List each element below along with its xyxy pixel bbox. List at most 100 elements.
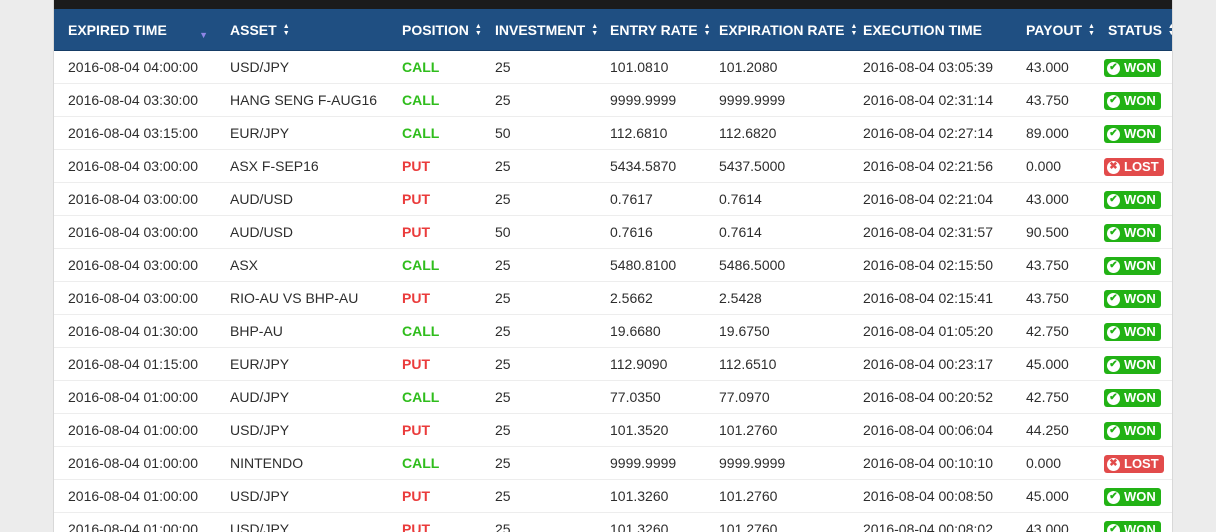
- execution-time-cell: 2016-08-04 02:31:14: [849, 83, 1012, 117]
- status-cell: ✔ WON: [1094, 83, 1172, 117]
- position-cell: PUT: [388, 479, 481, 513]
- column-header-expiration-rate[interactable]: EXPIRATION RATE ▲ ▼: [705, 9, 857, 51]
- table-row[interactable]: 2016-08-04 01:00:00 AUD/JPY CALL 25 77.0350 7…: [54, 380, 1172, 414]
- table-row[interactable]: 2016-08-04 01:00:00 USD/JPY PUT 25 101.3520 1…: [54, 413, 1172, 447]
- column-header-label: EXECUTION TIME: [863, 21, 983, 38]
- column-header-label: INVESTMENT: [495, 21, 586, 38]
- position-label: CALL: [402, 455, 440, 471]
- status-cell: ✔ WON: [1094, 182, 1172, 216]
- execution-time-cell: 2016-08-04 00:08:50: [849, 479, 1012, 513]
- sort-arrows-icon[interactable]: ▲▼: [850, 22, 858, 37]
- investment-cell: 25: [481, 314, 596, 348]
- position-label: CALL: [402, 59, 440, 75]
- expired-time-cell: 2016-08-04 03:00:00: [54, 149, 216, 183]
- execution-time-cell: 2016-08-04 00:10:10: [849, 446, 1012, 480]
- table-row[interactable]: 2016-08-04 01:00:00 NINTENDO CALL 25 9999.99…: [54, 446, 1172, 480]
- column-header-investment[interactable]: INVESTMENT ▲ ▼: [481, 9, 599, 51]
- status-label: WON: [1124, 357, 1156, 372]
- sort-desc-icon[interactable]: ▼: [199, 29, 208, 40]
- entry-rate-cell: 112.9090: [596, 347, 705, 381]
- expired-time-cell: 2016-08-04 01:00:00: [54, 380, 216, 414]
- entry-rate-cell: 101.0810: [596, 50, 705, 84]
- table-header-row: EXPIRED TIME ▼ ASSET ▲ ▼ POSITION ▲ ▼ INVESTMENT…: [54, 9, 1172, 51]
- position-cell: CALL: [388, 380, 481, 414]
- sort-arrows-icon[interactable]: ▲▼: [703, 22, 711, 37]
- investment-cell: 25: [481, 50, 596, 84]
- payout-cell: 43.000: [1012, 512, 1094, 532]
- position-cell: PUT: [388, 215, 481, 249]
- asset-cell: USD/JPY: [216, 413, 388, 447]
- payout-cell: 43.750: [1012, 248, 1094, 282]
- status-cell: ✔ WON: [1094, 50, 1172, 84]
- position-label: CALL: [402, 323, 440, 339]
- expired-time-cell: 2016-08-04 04:00:00: [54, 50, 216, 84]
- table-row[interactable]: 2016-08-04 03:00:00 AUD/USD PUT 50 0.7616 0.7…: [54, 215, 1172, 249]
- expired-time-cell: 2016-08-04 01:00:00: [54, 512, 216, 532]
- status-badge: ✔ WON: [1104, 125, 1161, 143]
- expiration-rate-cell: 77.0970: [705, 380, 849, 414]
- status-badge: ✔ WON: [1104, 521, 1161, 532]
- position-label: PUT: [402, 191, 430, 207]
- entry-rate-cell: 101.3260: [596, 512, 705, 532]
- asset-cell: RIO-AU VS BHP-AU: [216, 281, 388, 315]
- investment-cell: 25: [481, 248, 596, 282]
- position-label: CALL: [402, 125, 440, 141]
- column-header-status[interactable]: STATUS ▲▼: [1094, 9, 1172, 51]
- column-header-entry-rate[interactable]: ENTRY RATE ▲ ▼: [596, 9, 711, 51]
- expiration-rate-cell: 5486.5000: [705, 248, 849, 282]
- asset-cell: NINTENDO: [216, 446, 388, 480]
- table-row[interactable]: 2016-08-04 03:00:00 ASX CALL 25 5480.8100 548…: [54, 248, 1172, 282]
- expiration-rate-cell: 0.7614: [705, 215, 849, 249]
- sort-arrows-icon[interactable]: ▲▼: [591, 22, 599, 37]
- status-badge: ✔ WON: [1104, 488, 1161, 506]
- position-cell: PUT: [388, 281, 481, 315]
- table-row[interactable]: 2016-08-04 03:00:00 AUD/USD PUT 25 0.7617 0.7…: [54, 182, 1172, 216]
- table-row[interactable]: 2016-08-04 03:15:00 EUR/JPY CALL 50 112.6810…: [54, 116, 1172, 150]
- table-row[interactable]: 2016-08-04 03:00:00 ASX F-SEP16 PUT 25 5434.…: [54, 149, 1172, 183]
- table-row[interactable]: 2016-08-04 01:15:00 EUR/JPY PUT 25 112.9090 1…: [54, 347, 1172, 381]
- sort-arrows-icon[interactable]: ▲▼: [1088, 22, 1095, 37]
- table-row[interactable]: 2016-08-04 04:00:00 USD/JPY CALL 25 101.0810…: [54, 50, 1172, 84]
- expiration-rate-cell: 9999.9999: [705, 446, 849, 480]
- sort-arrows-icon[interactable]: ▲▼: [474, 22, 482, 37]
- investment-cell: 50: [481, 215, 596, 249]
- position-label: PUT: [402, 356, 430, 372]
- check-circle-icon: ✔: [1107, 127, 1120, 141]
- check-circle-icon: ✔: [1107, 193, 1120, 207]
- table-row[interactable]: 2016-08-04 03:30:00 HANG SENG F-AUG16 CALL…: [54, 83, 1172, 117]
- position-label: PUT: [402, 158, 430, 174]
- column-header-execution-time[interactable]: EXECUTION TIME: [849, 9, 1012, 51]
- asset-cell: USD/JPY: [216, 50, 388, 84]
- status-label: WON: [1124, 390, 1156, 405]
- status-badge: ✖ LOST: [1104, 158, 1164, 176]
- status-label: WON: [1124, 423, 1156, 438]
- column-header-expired-time[interactable]: EXPIRED TIME ▼: [54, 9, 216, 51]
- position-label: CALL: [402, 257, 440, 273]
- position-cell: CALL: [388, 314, 481, 348]
- investment-cell: 25: [481, 479, 596, 513]
- status-badge: ✖ LOST: [1104, 455, 1164, 473]
- column-header-label: PAYOUT: [1026, 21, 1083, 38]
- status-cell: ✔ WON: [1094, 248, 1172, 282]
- check-circle-icon: ✔: [1107, 424, 1120, 438]
- investment-cell: 25: [481, 281, 596, 315]
- column-header-label: ASSET: [230, 21, 277, 38]
- table-row[interactable]: 2016-08-04 01:00:00 USD/JPY PUT 25 101.3260 1…: [54, 512, 1172, 532]
- expiration-rate-cell: 101.2760: [705, 479, 849, 513]
- status-cell: ✔ WON: [1094, 347, 1172, 381]
- sort-arrows-icon[interactable]: ▲▼: [282, 22, 290, 37]
- position-label: PUT: [402, 224, 430, 240]
- status-label: WON: [1124, 258, 1156, 273]
- table-row[interactable]: 2016-08-04 01:00:00 USD/JPY PUT 25 101.3260 1…: [54, 479, 1172, 513]
- column-header-payout[interactable]: PAYOUT ▲ ▼: [1012, 9, 1095, 51]
- expiration-rate-cell: 112.6820: [705, 116, 849, 150]
- column-header-position[interactable]: POSITION ▲ ▼: [388, 9, 482, 51]
- column-header-asset[interactable]: ASSET ▲ ▼: [216, 9, 388, 51]
- expiration-rate-cell: 112.6510: [705, 347, 849, 381]
- status-badge: ✔ WON: [1104, 389, 1161, 407]
- status-label: WON: [1124, 126, 1156, 141]
- table-row[interactable]: 2016-08-04 03:00:00 RIO-AU VS BHP-AU PUT 25…: [54, 281, 1172, 315]
- status-cell: ✔ WON: [1094, 413, 1172, 447]
- sort-arrows-icon[interactable]: ▲▼: [1168, 23, 1172, 37]
- table-row[interactable]: 2016-08-04 01:30:00 BHP-AU CALL 25 19.6680 19…: [54, 314, 1172, 348]
